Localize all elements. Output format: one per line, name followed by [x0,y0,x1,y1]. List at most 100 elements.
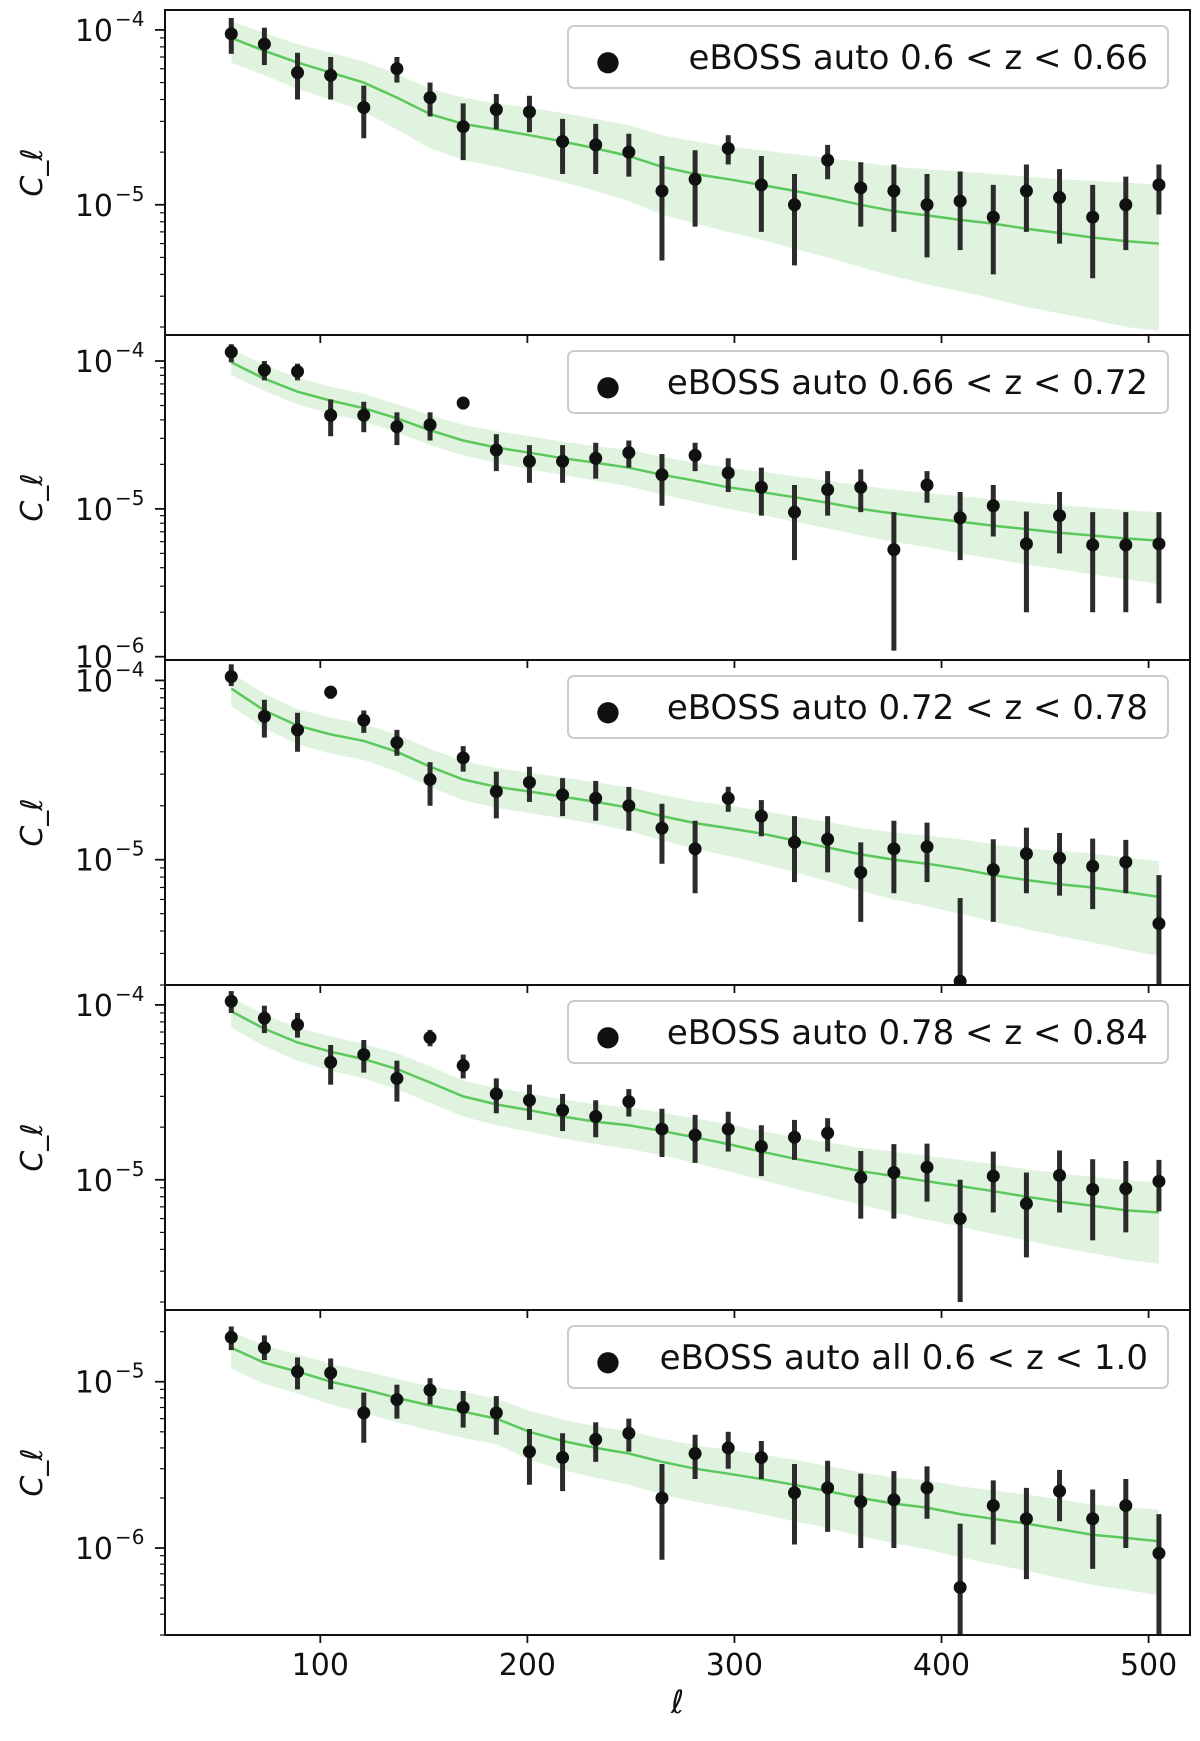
data-point [754,1451,768,1465]
data-point [589,138,603,152]
y-axis-label: C_ℓ [15,473,50,521]
data-point [456,1400,470,1414]
data-point [721,791,735,805]
data-point [224,1330,238,1344]
legend-box [567,1325,1169,1389]
data-point [522,1445,536,1459]
data-point [1053,191,1067,205]
data-point [390,420,404,434]
data-points [224,18,1166,279]
data-point [920,198,934,212]
data-point [688,1128,702,1142]
y-tick-label: 10 [75,345,113,380]
data-point [589,451,603,465]
data-point [754,178,768,192]
data-point [953,511,967,525]
data-point [589,1110,603,1124]
data-point [390,1393,404,1407]
data-points [224,664,1166,985]
x-axis-label: ℓ [670,1683,684,1721]
data-point [622,799,636,813]
data-point [1152,537,1166,551]
legend-box [567,25,1169,89]
data-point [1119,855,1133,869]
legend-label: eBOSS auto 0.78 < z < 0.84 [667,1013,1148,1053]
data-point [1152,1174,1166,1188]
y-axis-label: C_ℓ [15,1448,50,1496]
data-point [390,1071,404,1085]
y-tick-label: 10 [75,493,113,528]
y-tick-label: 10 [75,14,113,49]
data-point [1119,538,1133,552]
data-point [489,785,503,799]
data-point [887,543,901,557]
legend-marker: ● [596,44,620,77]
panel-frame [164,1309,1191,1636]
data-point [291,1018,305,1032]
y-tick-label: 10 [75,844,113,879]
data-point [291,364,305,378]
data-point [1053,509,1067,523]
data-point [456,1059,470,1073]
data-point [986,1499,1000,1513]
data-point [522,775,536,789]
x-tick-label: 500 [1120,1648,1177,1683]
data-point [1086,1512,1100,1526]
data-point [556,135,570,149]
data-point [224,345,238,359]
data-point [821,1126,835,1140]
data-point [1086,210,1100,224]
data-point [357,1406,371,1420]
data-point [423,1031,437,1045]
data-point [688,842,702,856]
y-tick-exponent: −5 [115,1359,144,1383]
y-axis-label: C_ℓ [15,1123,50,1171]
data-point [423,1383,437,1397]
y-tick-label: 10 [75,1532,113,1567]
y-tick-label: 10 [75,189,113,224]
data-point [821,153,835,167]
data-point [920,840,934,854]
data-point [423,418,437,432]
data-point [1119,1182,1133,1196]
data-point [1019,184,1033,198]
legend-marker: ● [596,369,620,402]
data-point [1053,1484,1067,1498]
y-tick-exponent: −6 [115,634,144,658]
y-tick-label: 10 [75,1366,113,1401]
data-point [522,1093,536,1107]
data-point [1019,537,1033,551]
data-point [721,466,735,480]
legend-marker: ● [596,694,620,727]
data-point [854,1495,868,1509]
panel-4: 10 −510 −4C_ℓ● eBOSS auto 0.78 < z < 0.84 [15,982,1191,1318]
data-point [920,1481,934,1495]
data-point [1152,917,1166,931]
data-point [257,37,271,51]
data-point [622,1426,636,1440]
data-point [655,1122,669,1136]
legend-marker: ● [596,1019,620,1052]
legend-box [567,350,1169,414]
data-point [787,505,801,519]
data-point [953,1580,967,1594]
legend-label: eBOSS auto 0.72 < z < 0.78 [667,688,1148,728]
y-tick-exponent: −4 [115,657,144,681]
data-point [390,736,404,750]
data-point [821,1481,835,1495]
data-point [754,809,768,823]
data-point [456,120,470,134]
data-point [787,198,801,212]
data-point [1086,538,1100,552]
legend-label: eBOSS auto 0.66 < z < 0.72 [667,363,1148,403]
data-point [622,446,636,460]
data-point [920,1160,934,1174]
y-tick-label: 10 [75,989,113,1024]
x-tick-label: 100 [292,1648,349,1683]
y-tick-exponent: −5 [115,182,144,206]
panel-3: 10 −510 −4C_ℓ● eBOSS auto 0.72 < z < 0.78 [15,657,1191,993]
data-point [787,1130,801,1144]
data-point [1019,847,1033,861]
data-point [1119,1499,1133,1513]
panel-5: 10 −610 −5C_ℓ● eBOSS auto all 0.6 < z < 1.0 [15,1309,1191,1643]
